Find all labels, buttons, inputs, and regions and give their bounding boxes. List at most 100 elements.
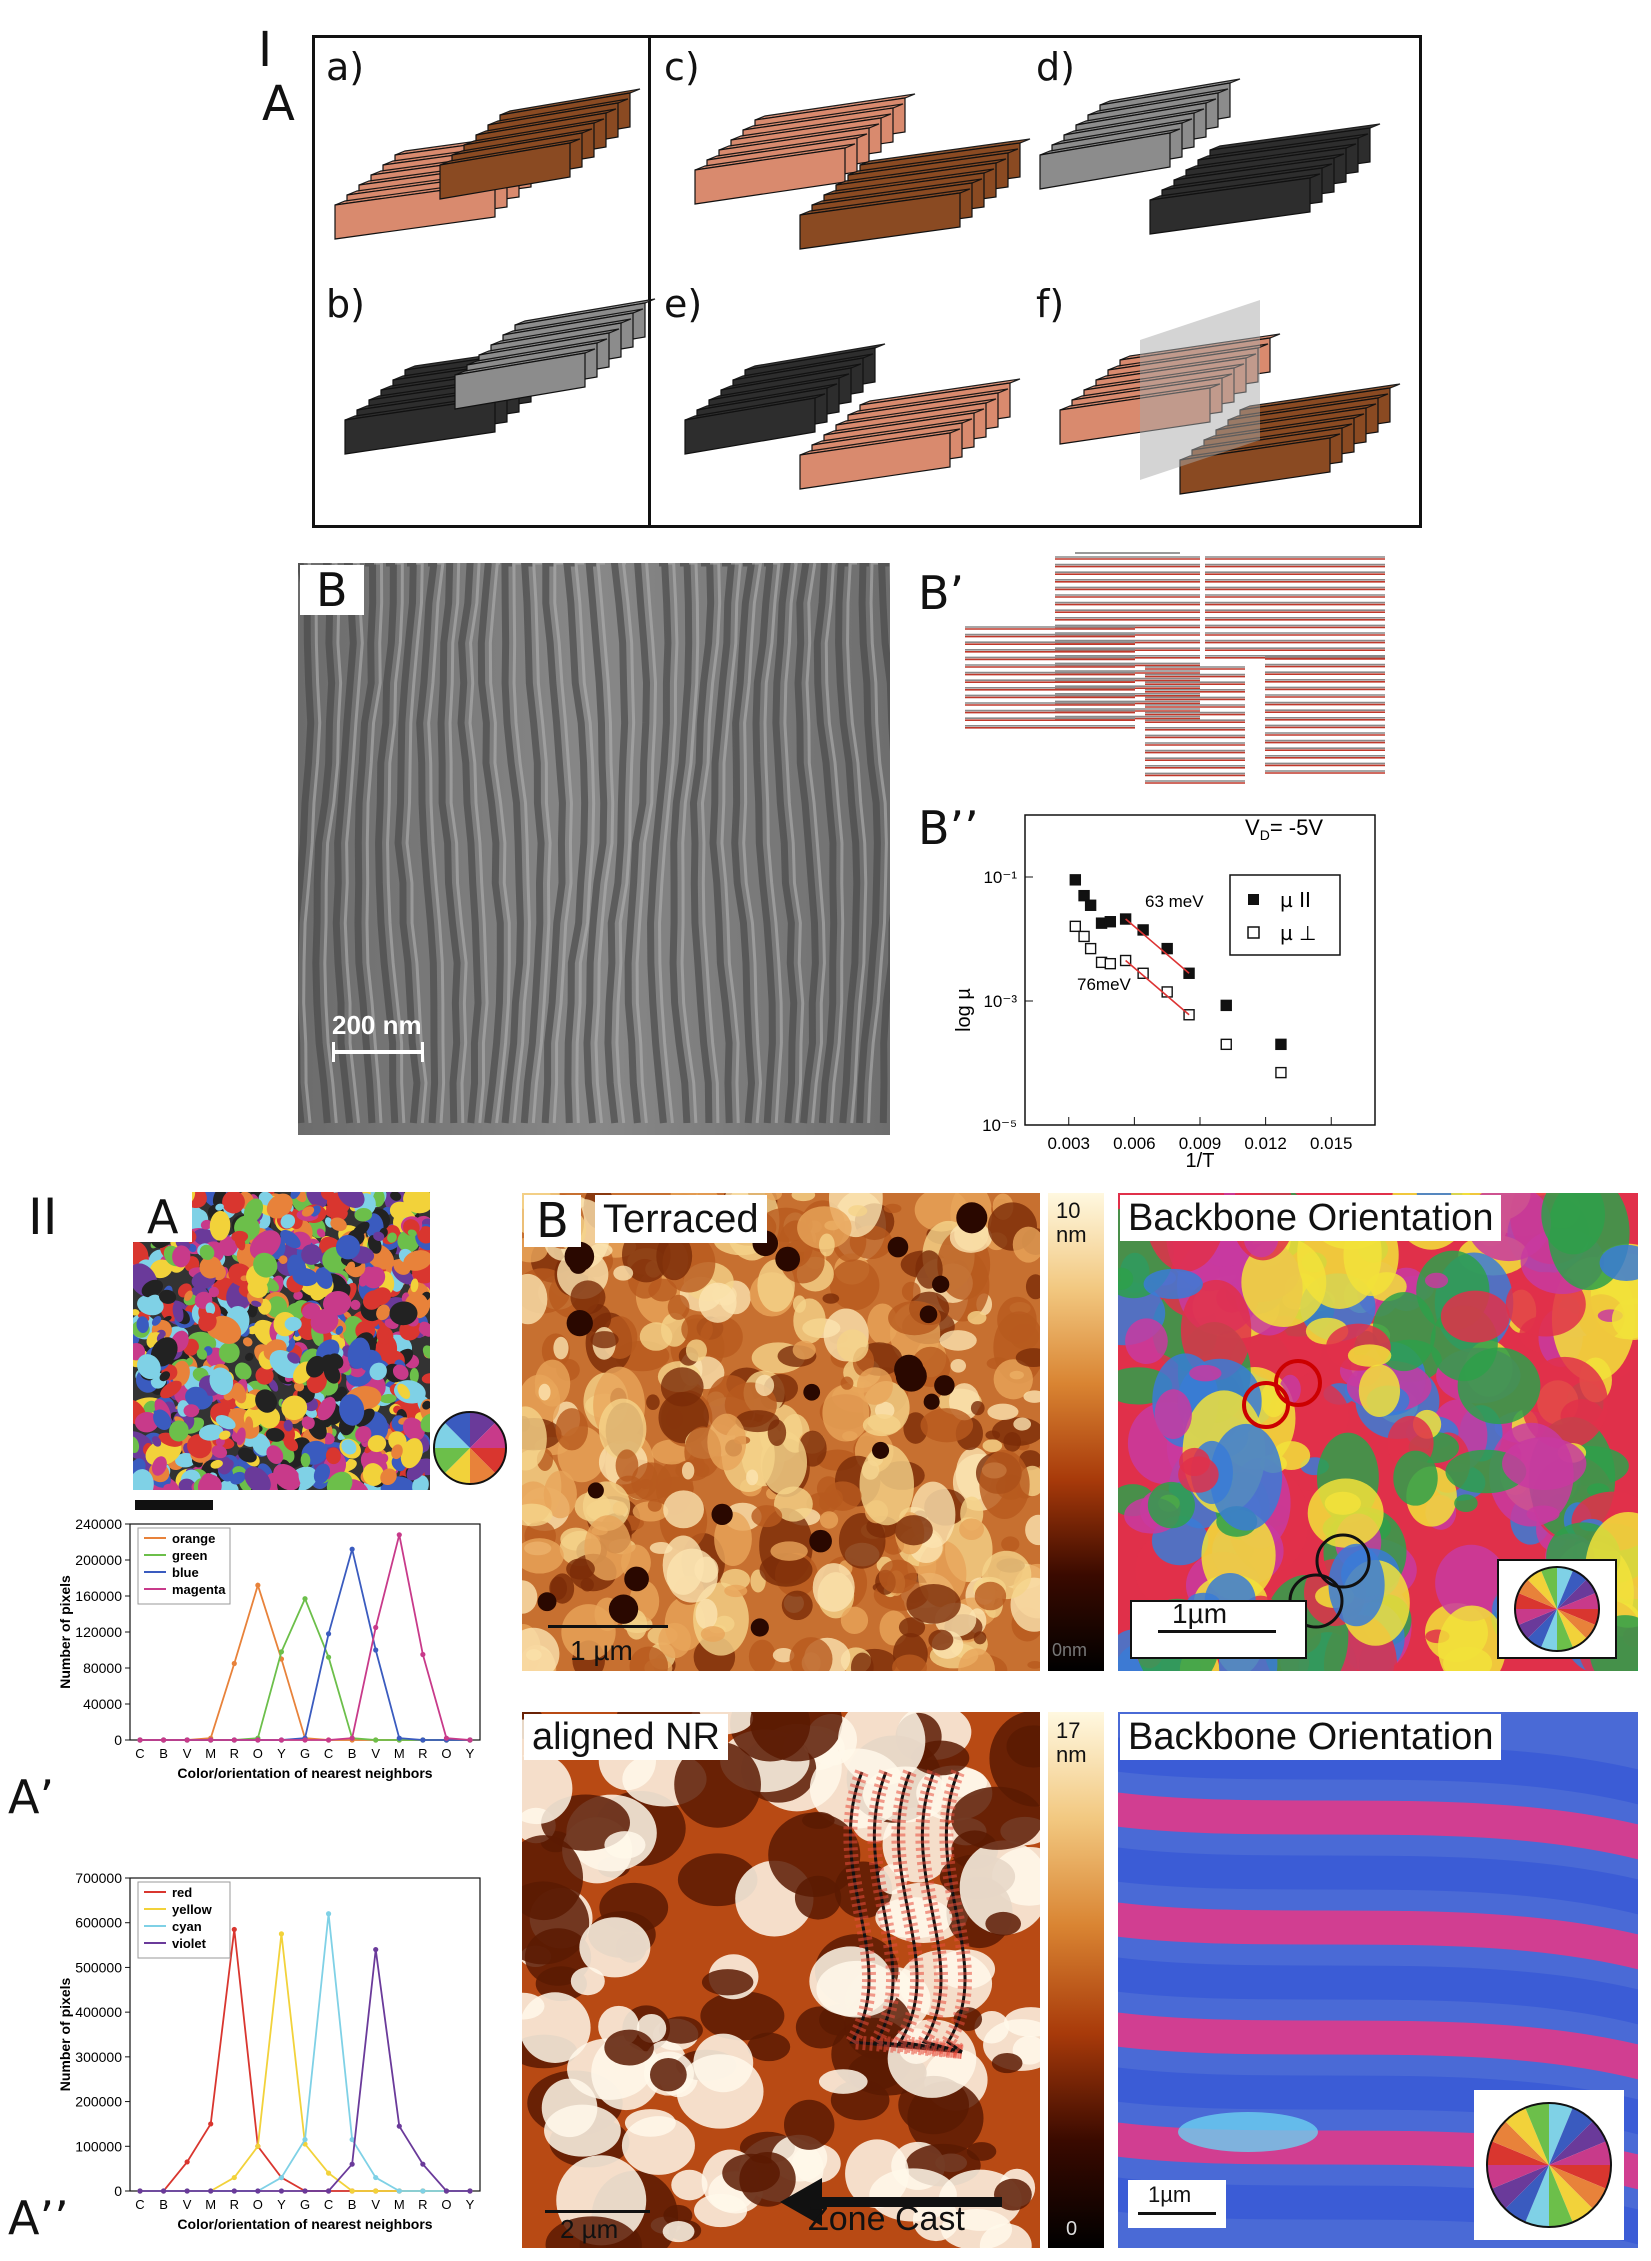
stm-groove — [878, 563, 890, 1124]
orientation-domain — [1118, 1267, 1134, 1291]
mosaic-grain — [211, 1445, 228, 1459]
mosaic-grain — [407, 1229, 417, 1237]
hist-point-yellow — [325, 2170, 332, 2176]
hist-point-magenta — [467, 1737, 473, 1743]
hist-legend-label: violet — [172, 1936, 207, 1951]
ribbon-blob — [674, 1741, 761, 1828]
mosaic-grain — [422, 1345, 430, 1359]
terrace-grain — [829, 1259, 880, 1311]
chart-b-legend-marker-perp — [1247, 926, 1260, 939]
terrace-grain — [748, 1639, 776, 1671]
terrace-grain — [862, 1414, 901, 1437]
terrace-grain — [982, 1439, 1003, 1453]
mosaic-grain — [151, 1456, 167, 1476]
mosaic-grain — [142, 1294, 161, 1314]
red-circle — [1242, 1381, 1290, 1429]
mosaic-grain — [335, 1325, 344, 1335]
hist-point-magenta — [137, 1737, 143, 1743]
terrace-grain — [883, 1203, 902, 1214]
mosaic-grain — [301, 1416, 315, 1430]
lamella-face — [799, 192, 961, 250]
orientation-domain — [1324, 1491, 1362, 1515]
wheel-sector — [1527, 1609, 1557, 1648]
hist-ytick-label: 0 — [114, 2183, 122, 2199]
mosaic-grain — [380, 1468, 397, 1486]
terrace-grain — [973, 1631, 987, 1645]
hist-ylabel: Number of pixels — [57, 1575, 73, 1689]
mosaic-grain — [330, 1217, 347, 1232]
mosaic-grain — [387, 1232, 397, 1243]
hist-point-violet — [420, 2161, 426, 2167]
panel-ib-label: B — [300, 565, 364, 615]
mosaic-grain — [412, 1475, 429, 1490]
orientation-domain — [1541, 1193, 1605, 1255]
mosaic-grain — [350, 1299, 361, 1310]
hist-point-violet — [373, 1946, 379, 1953]
mosaic-grain — [278, 1255, 288, 1264]
cyan-patch — [1178, 2112, 1318, 2152]
mosaic-grain — [237, 1447, 257, 1463]
hist-point-cyan — [373, 2174, 379, 2181]
stm-ridge — [742, 563, 763, 1124]
hist-ytick-label: 200000 — [75, 2094, 122, 2110]
mosaic-grain — [306, 1355, 326, 1378]
mosaic-grain — [315, 1267, 333, 1289]
panel-iia-label: A — [133, 1192, 193, 1242]
stm-groove — [772, 563, 798, 1124]
mosaic-grain — [231, 1230, 249, 1243]
mosaic-grain — [244, 1466, 271, 1490]
cbar2-top: 17 — [1056, 1718, 1081, 1743]
terrace-pit — [624, 1566, 649, 1592]
ribbon-blob — [794, 1875, 842, 1920]
mosaic-grain — [287, 1352, 301, 1364]
mosaic-grain — [222, 1192, 245, 1214]
mosaic-grain — [222, 1459, 234, 1472]
terrace-grain — [789, 1637, 833, 1671]
mosaic-grain — [339, 1394, 365, 1426]
hist-ytick-label: 400000 — [75, 2004, 122, 2020]
terrace-grain — [685, 1339, 707, 1362]
wheel-border — [1514, 1566, 1600, 1652]
hist-point-magenta — [184, 1737, 190, 1743]
chart-b-point-perp — [1137, 967, 1149, 979]
stm-groove — [647, 563, 672, 1124]
ribbon-blob — [649, 2058, 687, 2092]
chart-b-ytick-label: 10⁻³ — [983, 992, 1017, 1011]
stm-groove — [752, 563, 776, 1124]
terrace-grain — [974, 1581, 1007, 1611]
black-circle — [1315, 1533, 1371, 1589]
stm-ridge — [323, 563, 343, 1124]
chart-b-fit-line — [1125, 959, 1190, 1016]
terrace-grain — [543, 1470, 577, 1519]
terrace-pit — [932, 1275, 950, 1293]
terrace-grain — [797, 1206, 852, 1250]
mosaic-grain — [273, 1463, 301, 1490]
mosaic-grain — [235, 1427, 246, 1446]
terrace-grain — [598, 1398, 647, 1460]
mosaic-grain — [150, 1337, 178, 1367]
terrace-pit — [566, 1309, 593, 1337]
wheel-sector — [1549, 2107, 1593, 2165]
terrace-grain — [522, 1406, 547, 1471]
wheel-sector — [1527, 1570, 1557, 1609]
terrace-pit — [923, 1393, 940, 1410]
terrace-pit — [587, 1482, 604, 1499]
ribbon-blob — [959, 1840, 1040, 1935]
panel-ibpp-label: B’’ — [918, 801, 979, 855]
terrace-grain — [613, 1265, 634, 1281]
wheel-sector — [1557, 1592, 1599, 1609]
mosaic-grain — [198, 1312, 217, 1332]
hist-legend-box — [137, 1881, 231, 1959]
mosaic-grain — [310, 1308, 339, 1334]
mosaic-grain — [199, 1244, 215, 1260]
ribbon-blob — [991, 2053, 1023, 2074]
ribbon-fill — [864, 1769, 963, 2059]
lamella-face — [344, 397, 496, 455]
stm-image-b — [298, 563, 890, 1135]
hist-point-blue — [325, 1631, 332, 1637]
terrace-grain — [1013, 1417, 1032, 1431]
cbar1-bottom: 0nm — [1052, 1640, 1088, 1660]
terrace-grain — [791, 1193, 816, 1202]
terrace-pit — [894, 1354, 924, 1385]
stm-ridge — [343, 563, 364, 1124]
